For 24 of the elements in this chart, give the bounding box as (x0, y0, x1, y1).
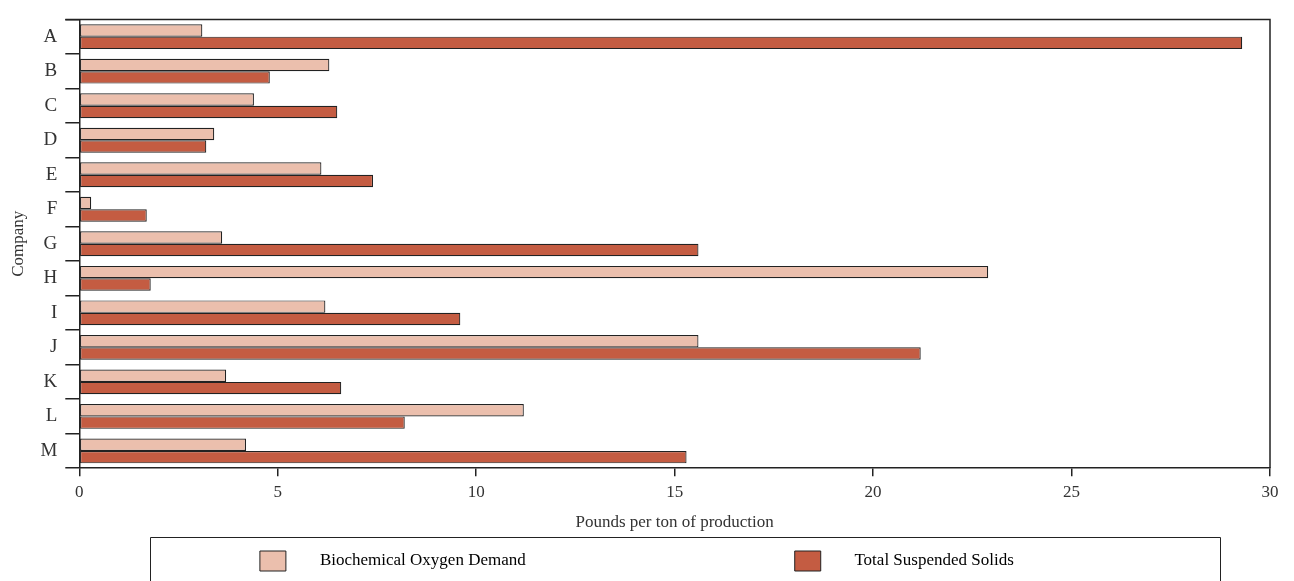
y-tick-label: B (44, 59, 58, 81)
y-tick-label: A (43, 24, 58, 46)
y-tick-label: K (43, 369, 58, 391)
y-tick-label: E (45, 162, 58, 184)
x-tick-label: 15 (666, 481, 684, 501)
legend-label: Total Suspended Solids (829, 550, 1014, 570)
y-tick-label: G (43, 231, 58, 253)
x-tick-label: 20 (864, 481, 882, 501)
x-axis-title: Pounds per ton of production (575, 512, 775, 532)
x-tick-label: 10 (467, 481, 485, 501)
x-tick-label: 25 (1063, 481, 1081, 501)
y-tick-label: D (43, 128, 58, 150)
y-tick-label: J (49, 335, 58, 357)
y-tick-label: M (40, 438, 58, 460)
y-axis-title: Company (7, 210, 27, 277)
y-tick-label: F (46, 197, 58, 219)
x-tick-label: 0 (75, 481, 84, 501)
x-tick-label: 5 (273, 481, 282, 501)
legend-label: Biochemical Oxygen Demand (294, 550, 781, 570)
y-tick-label: I (50, 300, 58, 322)
y-tick-label: L (45, 404, 58, 426)
y-tick-label: H (43, 266, 58, 288)
x-tick-label: 30 (1261, 481, 1279, 501)
y-tick-label: C (44, 93, 58, 115)
